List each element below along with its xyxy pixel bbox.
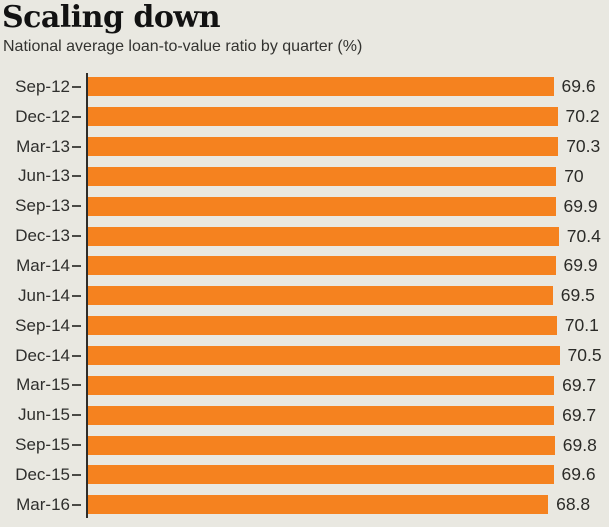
category-label: Mar-13 xyxy=(16,136,70,156)
bar-row: Jun-13 70 xyxy=(0,162,609,192)
value-label: 69.5 xyxy=(560,285,595,306)
axis-tick-icon xyxy=(72,294,81,297)
axis-tick-icon xyxy=(72,444,81,447)
axis-tick-icon xyxy=(72,235,81,238)
value-label: 70.2 xyxy=(565,106,600,127)
value-label: 68.8 xyxy=(556,494,591,515)
bar-track: 70 xyxy=(87,165,609,187)
value-label: 70.3 xyxy=(566,136,601,157)
y-axis-line xyxy=(85,73,88,518)
bar xyxy=(87,77,554,97)
bar-chart: Sep-12 69.6 Dec-12 70.2 Mar-13 70.3 Jun-… xyxy=(0,72,609,527)
bar-row: Dec-14 70.5 xyxy=(0,341,609,371)
axis-tick-icon xyxy=(72,354,81,357)
bar-row: Sep-12 69.6 xyxy=(0,72,609,102)
chart-rows: Sep-12 69.6 Dec-12 70.2 Mar-13 70.3 Jun-… xyxy=(0,72,609,520)
axis-tick-icon xyxy=(72,175,81,178)
bar xyxy=(87,346,560,366)
bar xyxy=(87,137,559,157)
category-label: Sep-15 xyxy=(15,435,70,455)
bar xyxy=(87,166,557,186)
bar-row: Sep-13 69.9 xyxy=(0,191,609,221)
bar-row: Sep-14 70.1 xyxy=(0,311,609,341)
bar-track: 70.3 xyxy=(87,136,609,157)
bar xyxy=(87,405,555,425)
chart-subtitle: National average loan-to-value ratio by … xyxy=(3,37,363,55)
bar xyxy=(87,316,557,336)
value-label: 70.1 xyxy=(564,315,599,336)
bar xyxy=(87,226,559,246)
bar-track: 69.9 xyxy=(87,255,609,276)
bar-row: Mar-16 68.8 xyxy=(0,490,609,520)
category-label: Dec-15 xyxy=(15,464,70,484)
bar-row: Mar-14 69.9 xyxy=(0,251,609,281)
bar-track: 69.6 xyxy=(87,76,609,97)
bar-track: 70.1 xyxy=(87,315,609,336)
category-label: Jun-15 xyxy=(18,405,70,425)
category-label: Dec-13 xyxy=(15,226,70,246)
bar-track: 69.5 xyxy=(87,285,609,306)
value-label: 69.9 xyxy=(563,195,598,216)
value-label: 69.9 xyxy=(563,255,598,276)
bar xyxy=(87,375,555,395)
bar xyxy=(87,495,549,515)
bar xyxy=(87,256,556,276)
bar-track: 70.4 xyxy=(87,225,609,247)
bar-track: 69.7 xyxy=(87,374,609,396)
axis-tick-icon xyxy=(72,145,81,148)
bar xyxy=(87,435,555,455)
bar-row: Dec-13 70.4 xyxy=(0,221,609,251)
value-label: 70.5 xyxy=(567,345,602,366)
value-label: 69.8 xyxy=(562,434,597,455)
bar-track: 69.6 xyxy=(87,464,609,485)
bar-row: Sep-15 69.8 xyxy=(0,430,609,460)
bar-track: 70.5 xyxy=(87,345,609,366)
bar-row: Dec-15 69.6 xyxy=(0,460,609,490)
axis-tick-icon xyxy=(72,384,81,387)
category-label: Jun-13 xyxy=(18,166,70,186)
category-label: Mar-14 xyxy=(16,255,70,275)
value-label: 69.6 xyxy=(561,464,596,485)
category-label: Dec-12 xyxy=(15,106,70,126)
axis-tick-icon xyxy=(72,115,81,118)
axis-tick-icon xyxy=(72,414,81,417)
value-label: 70 xyxy=(564,165,584,186)
axis-tick-icon xyxy=(72,264,81,267)
bar-track: 69.9 xyxy=(87,195,609,217)
axis-tick-icon xyxy=(72,503,81,506)
category-label: Mar-15 xyxy=(16,375,70,395)
bar-row: Mar-13 70.3 xyxy=(0,132,609,162)
chart-header: Scaling down National average loan-to-va… xyxy=(0,0,609,56)
value-label: 69.7 xyxy=(562,404,597,425)
category-label: Jun-14 xyxy=(18,285,70,305)
category-label: Sep-14 xyxy=(15,315,70,335)
bar xyxy=(87,465,554,485)
value-label: 69.6 xyxy=(561,76,596,97)
value-label: 69.7 xyxy=(562,374,597,395)
axis-tick-icon xyxy=(72,85,81,88)
bar-track: 69.7 xyxy=(87,404,609,426)
bar-track: 68.8 xyxy=(87,494,609,515)
bar xyxy=(87,107,558,127)
bar-row: Mar-15 69.7 xyxy=(0,370,609,400)
bar xyxy=(87,196,556,216)
bar-row: Jun-15 69.7 xyxy=(0,400,609,430)
bar-row: Dec-12 70.2 xyxy=(0,102,609,132)
bar-track: 70.2 xyxy=(87,106,609,127)
category-label: Mar-16 xyxy=(16,494,70,514)
axis-tick-icon xyxy=(72,324,81,327)
bar xyxy=(87,286,553,306)
bar-track: 69.8 xyxy=(87,434,609,456)
category-label: Dec-14 xyxy=(15,345,70,365)
axis-tick-icon xyxy=(72,205,81,208)
category-label: Sep-12 xyxy=(15,76,70,96)
bar-row: Jun-14 69.5 xyxy=(0,281,609,311)
category-label: Sep-13 xyxy=(15,196,70,216)
value-label: 70.4 xyxy=(566,225,601,246)
chart-title: Scaling down xyxy=(2,0,221,35)
axis-tick-icon xyxy=(72,473,81,476)
